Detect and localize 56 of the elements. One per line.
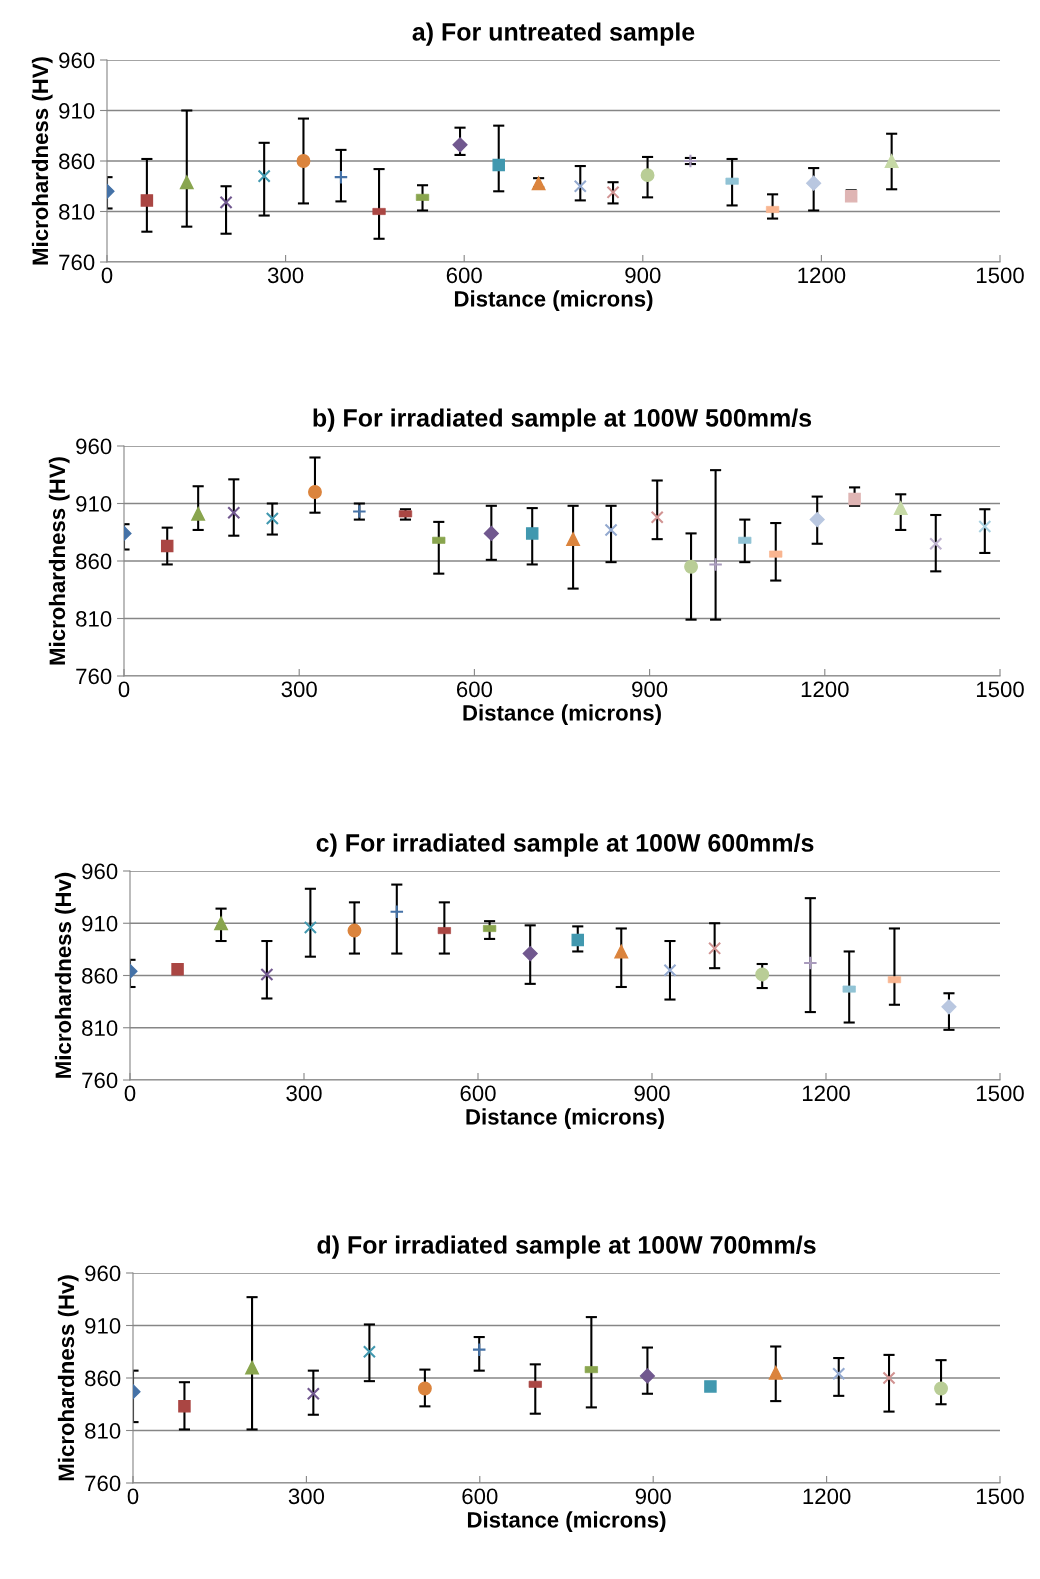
y-axis-title: Microhardness (HV) xyxy=(48,457,70,665)
y-tick-label: 960 xyxy=(82,863,118,880)
x-tick-label: 0 xyxy=(118,681,130,698)
y-tick-label: 810 xyxy=(59,204,95,220)
y-tick-label: 860 xyxy=(59,153,95,170)
chart-title: b) For irradiated sample at 100W 500mm/s xyxy=(313,408,812,432)
chart-title: c) For irradiated sample at 100W 600mm/s xyxy=(316,833,814,857)
x-tick-label: 900 xyxy=(634,1085,670,1102)
y-axis-title: Microhardness (Hv) xyxy=(54,872,76,1078)
y-tick-label: 810 xyxy=(76,611,112,627)
y-tick-label: 860 xyxy=(76,553,112,570)
y-tick-label: 810 xyxy=(82,1020,118,1037)
x-tick-label: 0 xyxy=(101,267,113,284)
y-tick-label: 960 xyxy=(76,438,112,455)
x-tick-label: 600 xyxy=(460,1085,496,1102)
y-tick-label: 910 xyxy=(82,915,118,932)
chart-title: d) For irradiated sample at 100W 700mm/s xyxy=(317,1235,816,1259)
x-tick-label: 1500 xyxy=(976,267,1024,284)
y-tick-label: 860 xyxy=(85,1370,121,1387)
x-tick-label: 900 xyxy=(625,267,661,284)
y-tick-label: 910 xyxy=(59,103,95,119)
x-tick-label: 0 xyxy=(127,1488,139,1505)
x-tick-label: 1200 xyxy=(798,267,846,284)
x-tick-label: 1500 xyxy=(976,681,1024,698)
y-tick-label: 910 xyxy=(85,1318,121,1334)
x-axis-title: Distance (microns) xyxy=(467,1511,666,1533)
x-tick-label: 900 xyxy=(632,681,668,698)
x-tick-label: 600 xyxy=(446,267,482,284)
y-tick-label: 860 xyxy=(82,968,118,984)
y-tick-label: 760 xyxy=(85,1475,121,1492)
chart-title: a) For untreated sample xyxy=(412,22,695,46)
x-axis-title: Distance (microns) xyxy=(454,290,653,312)
x-tick-label: 1200 xyxy=(801,681,849,698)
y-tick-label: 910 xyxy=(76,496,112,512)
x-tick-label: 1500 xyxy=(976,1488,1024,1505)
y-tick-label: 960 xyxy=(85,1265,121,1282)
x-tick-label: 300 xyxy=(288,1488,325,1505)
y-tick-label: 760 xyxy=(82,1072,118,1089)
x-tick-label: 1200 xyxy=(802,1085,850,1102)
x-tick-label: 0 xyxy=(124,1085,136,1102)
x-tick-label: 600 xyxy=(456,681,493,698)
y-tick-label: 760 xyxy=(76,668,112,685)
y-tick-label: 760 xyxy=(59,254,95,271)
x-tick-label: 1500 xyxy=(976,1085,1024,1102)
x-tick-label: 600 xyxy=(462,1488,498,1505)
y-axis-title: Microhardness (HV) xyxy=(31,57,53,265)
x-tick-label: 300 xyxy=(267,267,304,284)
x-tick-label: 300 xyxy=(281,681,317,698)
x-axis-title: Distance (microns) xyxy=(466,1108,664,1130)
x-tick-label: 1200 xyxy=(803,1488,851,1505)
y-tick-label: 810 xyxy=(85,1423,121,1439)
x-tick-label: 300 xyxy=(286,1085,322,1102)
x-tick-label: 900 xyxy=(635,1488,671,1505)
y-axis-title: Microhardness (Hv) xyxy=(57,1275,79,1481)
x-axis-title: Distance (microns) xyxy=(463,704,661,726)
y-tick-label: 960 xyxy=(59,52,95,69)
